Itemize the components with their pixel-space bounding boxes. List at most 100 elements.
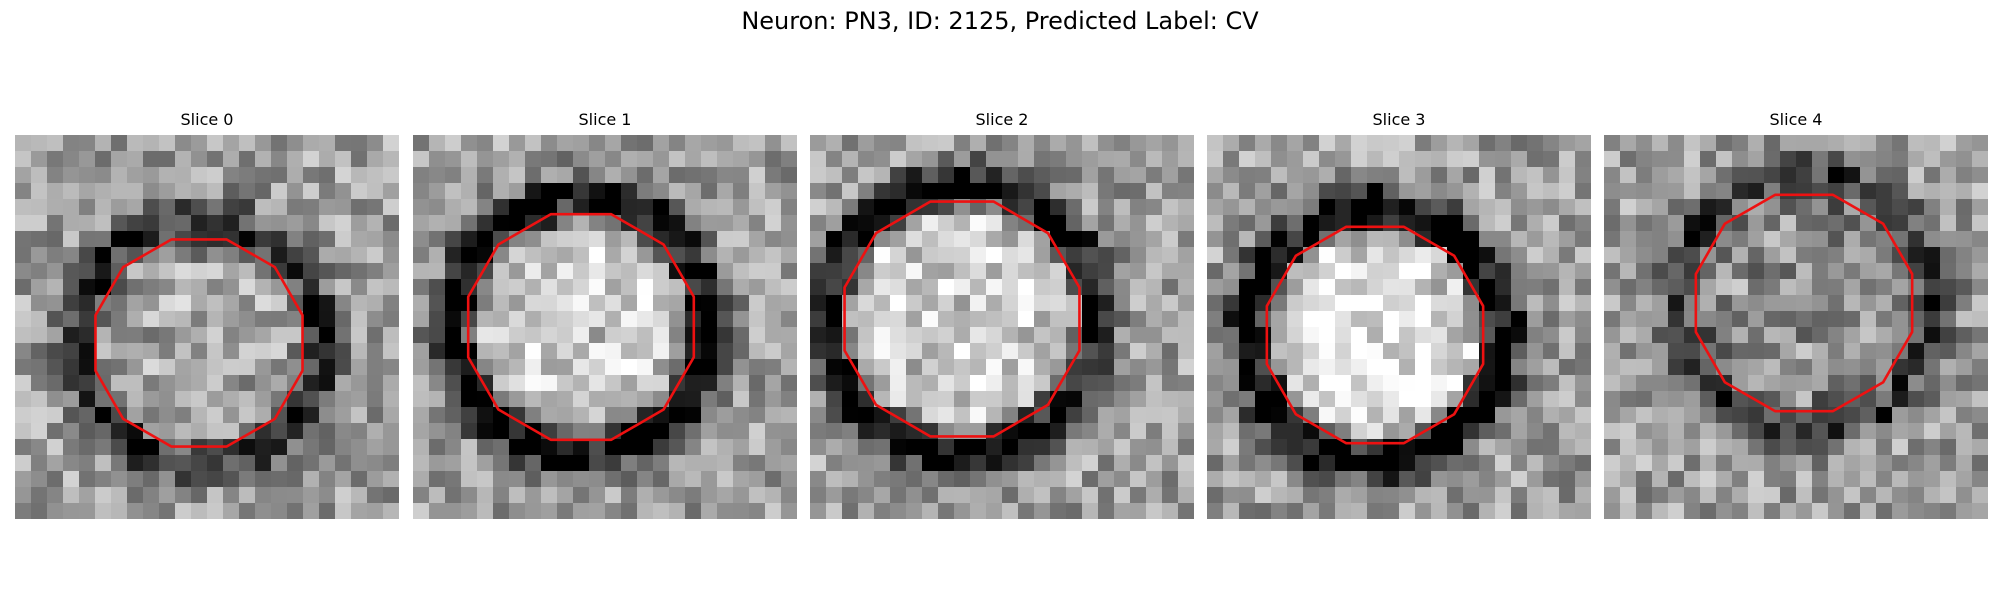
pixel	[143, 407, 160, 424]
pixel	[95, 199, 112, 216]
pixel	[541, 183, 558, 200]
pixel	[669, 231, 686, 248]
pixel	[781, 391, 797, 408]
pixel	[1812, 311, 1829, 328]
pixel	[1828, 199, 1845, 216]
pixel	[1415, 199, 1432, 216]
pixel	[906, 343, 923, 360]
pixel	[1796, 471, 1813, 488]
pixel	[1636, 231, 1653, 248]
pixel	[938, 151, 955, 168]
pixel	[525, 151, 542, 168]
pixel	[1399, 487, 1416, 504]
pixel	[1732, 439, 1749, 456]
pixel	[1924, 359, 1941, 376]
pixel	[874, 263, 891, 280]
pixel	[47, 135, 64, 152]
pixel	[445, 471, 462, 488]
pixel	[970, 247, 987, 264]
pixel	[1924, 327, 1941, 344]
pixel	[1543, 407, 1560, 424]
pixel	[1303, 391, 1320, 408]
pixel	[351, 407, 368, 424]
pixel	[1924, 215, 1941, 232]
pixel	[287, 407, 304, 424]
pixel	[653, 359, 670, 376]
pixel	[1604, 135, 1621, 152]
pixel	[1130, 183, 1147, 200]
pixel	[367, 279, 384, 296]
pixel	[1034, 247, 1051, 264]
pixel	[1812, 471, 1829, 488]
pixel	[1447, 375, 1464, 392]
pixel	[1018, 359, 1035, 376]
pixel	[509, 455, 526, 472]
pixel	[413, 455, 430, 472]
pixel	[890, 199, 907, 216]
pixel	[858, 135, 875, 152]
pixel	[287, 135, 304, 152]
pixel	[1972, 359, 1988, 376]
pixel	[1527, 423, 1544, 440]
pixel	[127, 311, 144, 328]
pixel	[1335, 295, 1352, 312]
pixel	[1335, 455, 1352, 472]
pixel	[637, 279, 654, 296]
pixel	[1351, 231, 1368, 248]
pixel	[351, 311, 368, 328]
pixel	[1002, 487, 1019, 504]
pixel	[1146, 471, 1163, 488]
pixel	[383, 215, 399, 232]
pixel	[1956, 327, 1973, 344]
pixel	[1956, 423, 1973, 440]
pixel	[906, 359, 923, 376]
pixel	[573, 231, 590, 248]
pixel	[1575, 183, 1591, 200]
pixel	[685, 423, 702, 440]
pixel	[637, 487, 654, 504]
pixel	[1636, 247, 1653, 264]
pixel	[1287, 167, 1304, 184]
pixel	[1511, 487, 1528, 504]
pixel	[1447, 215, 1464, 232]
pixel	[1828, 279, 1845, 296]
pixel	[1114, 151, 1131, 168]
pixel	[351, 231, 368, 248]
pixel	[858, 183, 875, 200]
pixel	[1796, 215, 1813, 232]
pixel	[445, 167, 462, 184]
pixel	[922, 327, 939, 344]
pixel	[1050, 167, 1067, 184]
pixel	[1908, 311, 1925, 328]
pixel	[271, 503, 288, 519]
pixel	[79, 295, 96, 312]
pixel	[319, 167, 336, 184]
pixel	[1146, 391, 1163, 408]
pixel	[1764, 215, 1781, 232]
pixel	[922, 151, 939, 168]
pixel	[954, 247, 971, 264]
pixel	[1972, 167, 1988, 184]
pixel	[1002, 247, 1019, 264]
pixel	[1287, 311, 1304, 328]
pixel	[1668, 151, 1685, 168]
pixel	[1050, 311, 1067, 328]
pixel	[319, 215, 336, 232]
pixel	[445, 343, 462, 360]
pixel	[1559, 167, 1576, 184]
pixel	[1511, 231, 1528, 248]
pixel	[159, 375, 176, 392]
pixel	[1050, 487, 1067, 504]
pixel	[906, 375, 923, 392]
pixel	[1668, 407, 1685, 424]
pixel	[1066, 231, 1083, 248]
pixel	[509, 311, 526, 328]
pixel	[1700, 455, 1717, 472]
pixel	[95, 231, 112, 248]
pixel	[1908, 215, 1925, 232]
pixel	[1002, 391, 1019, 408]
pixel	[1319, 151, 1336, 168]
pixel	[810, 263, 827, 280]
pixel	[383, 471, 399, 488]
pixel	[810, 391, 827, 408]
